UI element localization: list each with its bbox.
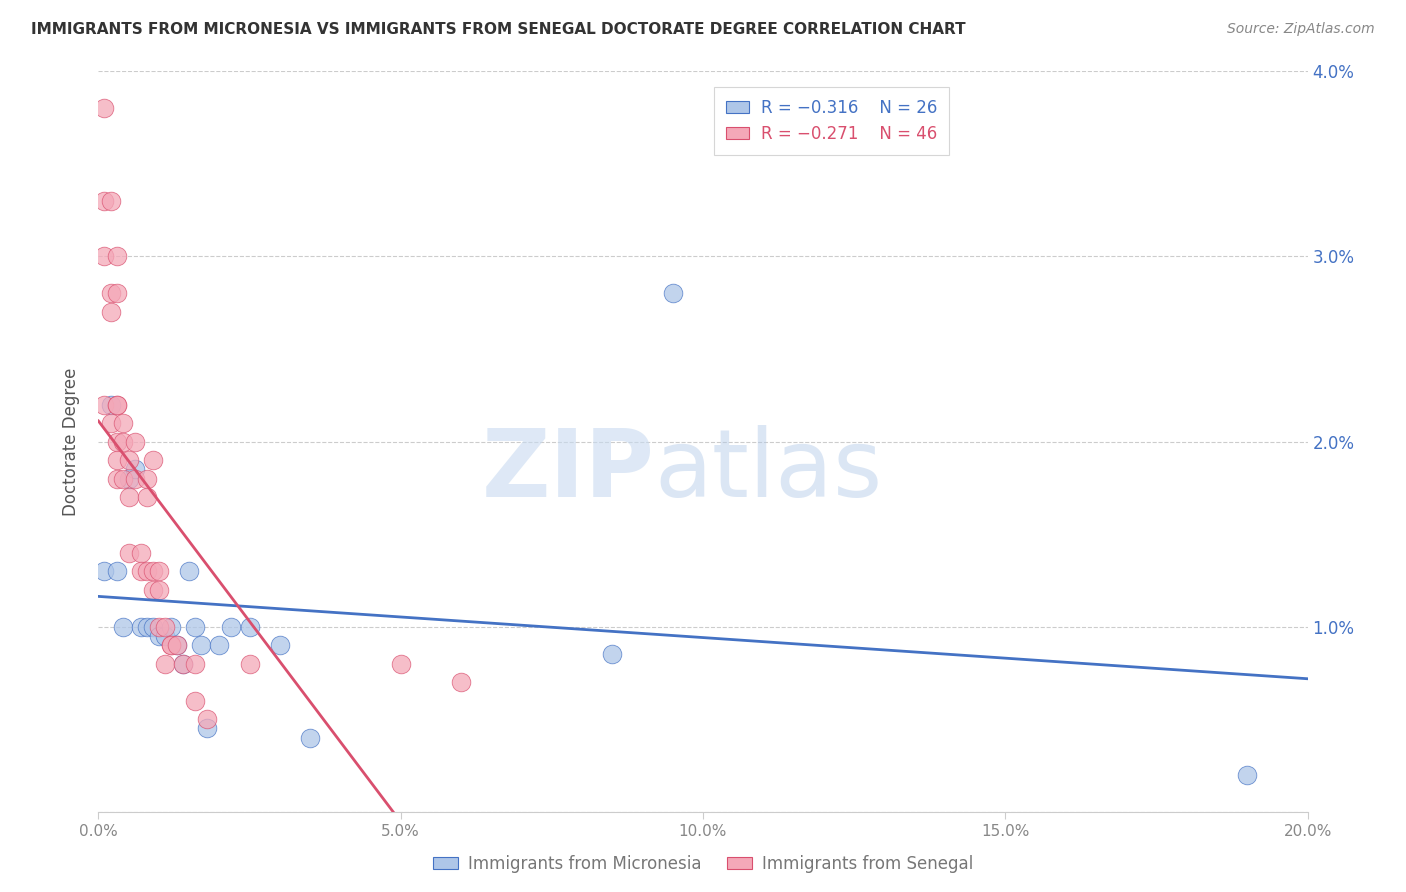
Point xyxy=(190,638,212,652)
Point xyxy=(105,286,128,301)
Point xyxy=(105,434,128,449)
Point xyxy=(389,657,412,671)
Point xyxy=(100,398,122,412)
Point xyxy=(105,398,128,412)
Point xyxy=(111,416,134,430)
Point xyxy=(1236,767,1258,781)
Point xyxy=(135,490,157,504)
Point xyxy=(179,564,201,578)
Point xyxy=(105,398,128,412)
Legend: R = −0.316    N = 26, R = −0.271    N = 46: R = −0.316 N = 26, R = −0.271 N = 46 xyxy=(714,87,949,155)
Point xyxy=(142,582,165,597)
Point xyxy=(100,286,122,301)
Point xyxy=(160,638,183,652)
Point xyxy=(111,472,134,486)
Point xyxy=(148,619,170,633)
Point xyxy=(105,453,128,467)
Point xyxy=(153,629,176,643)
Point xyxy=(118,453,141,467)
Point xyxy=(105,472,128,486)
Point xyxy=(124,434,146,449)
Point xyxy=(129,564,152,578)
Point xyxy=(118,472,141,486)
Point xyxy=(160,619,183,633)
Point xyxy=(142,564,165,578)
Point xyxy=(184,619,207,633)
Text: atlas: atlas xyxy=(655,425,883,517)
Point xyxy=(450,675,472,690)
Point xyxy=(172,657,194,671)
Point xyxy=(135,564,157,578)
Point xyxy=(129,619,152,633)
Point xyxy=(124,462,146,476)
Text: ZIP: ZIP xyxy=(482,425,655,517)
Point xyxy=(661,286,683,301)
Point xyxy=(166,638,188,652)
Point xyxy=(602,648,624,662)
Point xyxy=(129,545,152,560)
Point xyxy=(184,694,207,708)
Point xyxy=(100,416,122,430)
Point xyxy=(135,472,157,486)
Point xyxy=(93,250,115,264)
Point xyxy=(105,564,128,578)
Point xyxy=(153,619,176,633)
Point xyxy=(166,638,188,652)
Point xyxy=(135,619,157,633)
Point xyxy=(184,657,207,671)
Point xyxy=(221,619,243,633)
Point xyxy=(269,638,291,652)
Point xyxy=(142,453,165,467)
Point xyxy=(142,619,165,633)
Legend: Immigrants from Micronesia, Immigrants from Senegal: Immigrants from Micronesia, Immigrants f… xyxy=(426,848,980,880)
Point xyxy=(100,305,122,319)
Point xyxy=(299,731,322,745)
Point xyxy=(239,657,262,671)
Point xyxy=(208,638,231,652)
Point xyxy=(118,545,141,560)
Point xyxy=(93,194,115,208)
Point xyxy=(239,619,262,633)
Point xyxy=(93,102,115,116)
Text: IMMIGRANTS FROM MICRONESIA VS IMMIGRANTS FROM SENEGAL DOCTORATE DEGREE CORRELATI: IMMIGRANTS FROM MICRONESIA VS IMMIGRANTS… xyxy=(31,22,966,37)
Y-axis label: Doctorate Degree: Doctorate Degree xyxy=(62,368,80,516)
Text: Source: ZipAtlas.com: Source: ZipAtlas.com xyxy=(1227,22,1375,37)
Point xyxy=(160,638,183,652)
Point xyxy=(105,250,128,264)
Point xyxy=(172,657,194,671)
Point xyxy=(153,657,176,671)
Point xyxy=(93,564,115,578)
Point xyxy=(111,434,134,449)
Point xyxy=(93,398,115,412)
Point xyxy=(118,490,141,504)
Point xyxy=(111,619,134,633)
Point xyxy=(148,564,170,578)
Point xyxy=(148,582,170,597)
Point xyxy=(195,722,218,736)
Point xyxy=(124,472,146,486)
Point xyxy=(100,194,122,208)
Point xyxy=(148,629,170,643)
Point xyxy=(195,712,218,726)
